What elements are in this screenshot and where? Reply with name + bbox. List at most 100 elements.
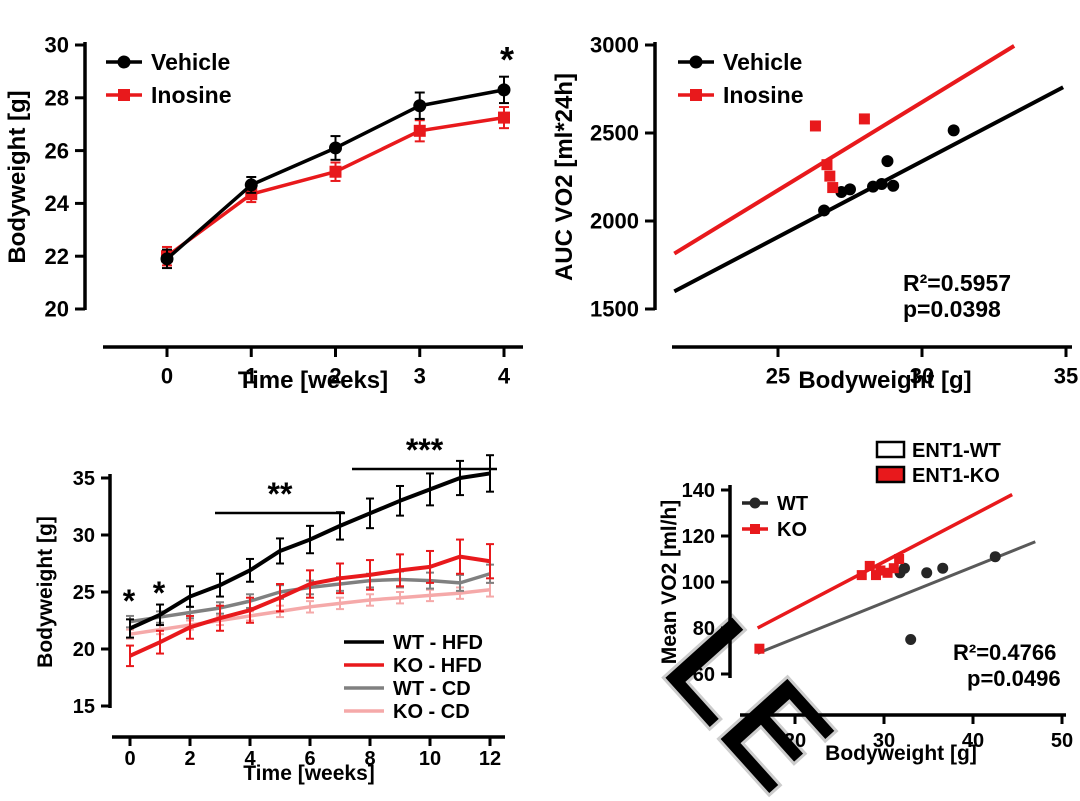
chart-mean-vo2-vs-bodyweight: 20 30 40 50 60 80 100 120 140 Bodyweight [g] Mean … xyxy=(658,440,1073,765)
x-axis-label: Time [weeks] xyxy=(243,762,375,785)
series-line xyxy=(129,554,491,658)
chart-auc-vo2-vs-bodyweight: 25 30 35 1500 2000 2500 3000 Bodyweight [g] AUC … xyxy=(551,33,1078,394)
y-tick-label: 22 xyxy=(45,244,69,269)
x-tick-label: 30 xyxy=(873,730,895,752)
y-tick-label: 30 xyxy=(45,33,69,58)
data-point-circle xyxy=(905,634,917,645)
y-tick-label: 3000 xyxy=(590,33,639,58)
significance-marker: ** xyxy=(268,476,293,512)
legend-label: Vehicle xyxy=(151,49,230,75)
chart-bodyweight-vs-time-inosine: 0 1 2 3 4 20 22 24 26 28 30 Time [weeks] Bodyweight … xyxy=(4,33,523,394)
data-point-square xyxy=(827,182,839,194)
y-tick-label: 26 xyxy=(45,138,69,163)
series-inosine xyxy=(809,113,870,194)
series-inosine xyxy=(161,106,510,267)
data-point-circle xyxy=(160,252,174,266)
y-tick-label: 1500 xyxy=(590,297,639,322)
series-line xyxy=(129,471,491,631)
data-point-square xyxy=(821,159,833,171)
legend-swatch xyxy=(875,465,906,484)
y-axis-label: Bodyweight [g] xyxy=(4,90,31,263)
data-point-circle xyxy=(875,178,888,191)
series-vehicle xyxy=(818,124,960,217)
data-point-square xyxy=(864,560,875,571)
stats-text: R²=0.4766 xyxy=(953,640,1056,665)
significance-marker: * xyxy=(153,575,166,611)
x-tick-label: 0 xyxy=(124,748,135,770)
data-point-circle xyxy=(887,179,900,192)
data-point-square xyxy=(888,563,899,574)
legend-label: ENT1-WT xyxy=(912,440,1001,462)
x-axis-label: Bodyweight [g] xyxy=(798,367,971,394)
x-tick-label: 30 xyxy=(910,364,934,389)
x-tick-label: 35 xyxy=(1054,364,1078,389)
y-tick-label: 120 xyxy=(682,526,715,548)
data-point-square xyxy=(245,188,258,201)
x-tick-label: 6 xyxy=(304,748,315,770)
y-tick-label: 60 xyxy=(693,664,715,686)
y-tick-label: 30 xyxy=(73,525,95,547)
y-axis-label: Mean VO2 [ml/h] xyxy=(658,500,681,665)
data-point-circle xyxy=(898,562,910,574)
data-point-circle xyxy=(989,551,1001,563)
significance-marker: * xyxy=(123,583,136,619)
legend: WT KO xyxy=(742,493,808,541)
data-point-square xyxy=(329,165,342,178)
y-tick-label: 2000 xyxy=(590,209,639,234)
data-point-circle xyxy=(937,562,949,574)
data-point-square xyxy=(498,111,510,124)
x-tick-label: 3 xyxy=(414,364,426,389)
legend-label: ENT1-KO xyxy=(912,465,1000,487)
x-tick-label: 10 xyxy=(419,748,441,770)
data-point-square xyxy=(118,89,130,101)
y-tick-label: 20 xyxy=(45,297,69,322)
data-point-square xyxy=(856,570,867,581)
trend-line xyxy=(756,493,1013,630)
series-wt xyxy=(894,551,1001,645)
legend-label: KO xyxy=(777,519,807,541)
data-point-circle xyxy=(881,155,894,168)
legend: Vehicle Inosine xyxy=(678,49,804,108)
y-tick-label: 80 xyxy=(693,618,715,640)
x-tick-label: 1 xyxy=(245,364,257,389)
y-tick-label: 35 xyxy=(73,468,95,490)
x-tick-label: 40 xyxy=(962,730,984,752)
series-wt---hfd xyxy=(126,454,494,639)
stats-text: p=0.0398 xyxy=(903,296,1001,322)
data-point-square xyxy=(894,554,905,564)
data-point-circle xyxy=(329,141,342,155)
trend-line xyxy=(757,540,1036,655)
x-tick-label: 50 xyxy=(1051,730,1073,752)
data-point-circle xyxy=(413,99,427,113)
legend-label: WT - CD xyxy=(393,678,471,700)
y-tick-label: 140 xyxy=(682,480,715,502)
legend-label: KO - HFD xyxy=(393,655,482,677)
x-tick-label: 25 xyxy=(766,364,790,389)
x-tick-label: 2 xyxy=(329,364,341,389)
data-point-circle xyxy=(689,55,703,69)
x-tick-label: 20 xyxy=(784,730,806,752)
data-point-square xyxy=(809,120,821,132)
x-axis-label: Bodyweight [g] xyxy=(825,742,977,765)
significance-marker: * xyxy=(500,39,514,80)
stats-text: p=0.0496 xyxy=(967,666,1061,691)
y-tick-label: 2500 xyxy=(590,121,639,146)
stats-text: R²=0.5957 xyxy=(903,270,1011,296)
x-tick-label: 2 xyxy=(184,748,195,770)
y-tick-label: 28 xyxy=(45,86,69,111)
y-tick-label: 100 xyxy=(682,572,715,594)
data-point-circle xyxy=(244,178,258,192)
y-tick-label: 24 xyxy=(45,191,70,216)
legend-label: Vehicle xyxy=(723,49,802,75)
x-tick-label: 4 xyxy=(244,748,256,770)
x-axis-label: Time [weeks] xyxy=(238,367,388,394)
legend-swatch xyxy=(875,440,906,459)
chart-bodyweight-vs-time-diet: 0 2 4 6 8 10 12 15 20 25 30 35 Time [weeks] Bodyweigh… xyxy=(34,432,505,785)
data-point-circle xyxy=(497,83,511,97)
series-vehicle xyxy=(160,75,511,270)
trend-line xyxy=(673,44,1016,256)
data-point-square xyxy=(690,89,702,101)
y-tick-label: 20 xyxy=(73,639,95,661)
